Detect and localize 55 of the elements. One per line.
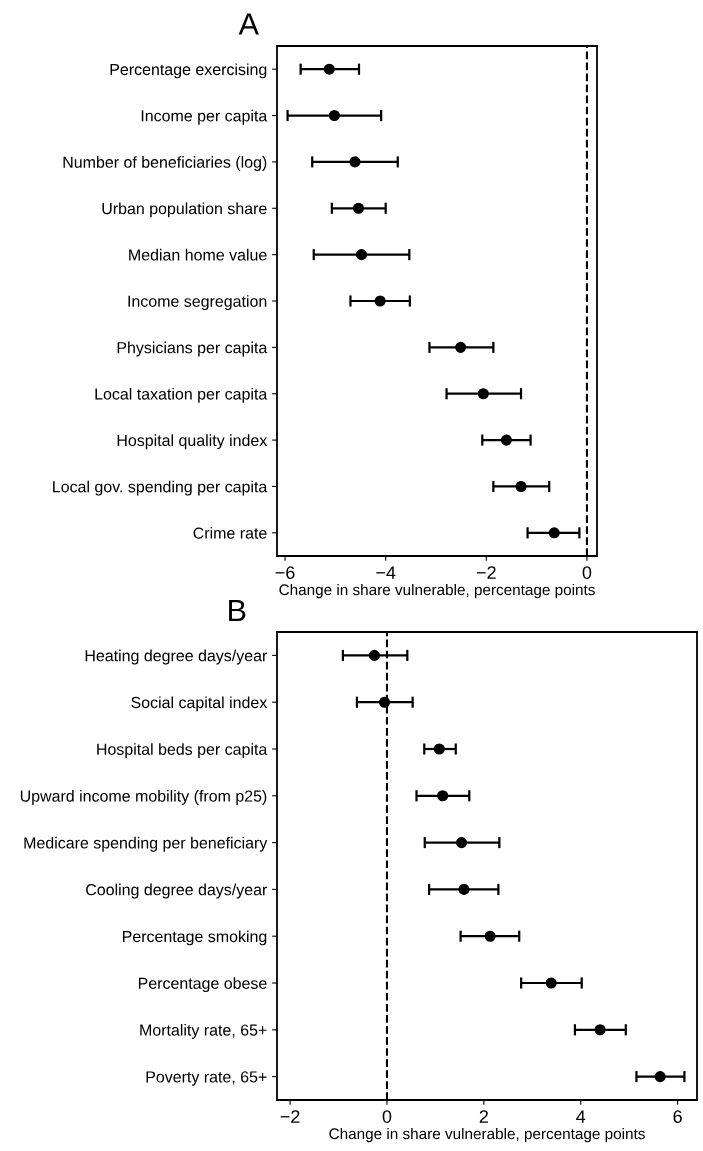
point (323, 63, 335, 75)
point (477, 388, 489, 400)
point (355, 249, 368, 261)
point (654, 1071, 666, 1083)
point (500, 434, 512, 446)
point (594, 1024, 606, 1036)
y-tick-label: Hospital quality index (117, 434, 268, 450)
y-tick-label: Cooling degree days/year (86, 883, 268, 899)
point (456, 837, 468, 849)
x-tick-label: −2 (280, 1110, 300, 1123)
y-tick-label: Local gov. spending per capita (53, 480, 268, 496)
x-tick-label: 0 (582, 566, 592, 579)
y-tick-label: Physicians per capita (117, 341, 268, 357)
y-tick-label: Urban population share (102, 202, 267, 218)
point (433, 743, 445, 755)
x-tick-label: 6 (673, 1110, 682, 1123)
y-tick-label: Median home value (129, 248, 267, 261)
point (378, 696, 391, 708)
point (349, 156, 361, 168)
y-tick-label: Medicare spending per beneficiary (24, 836, 268, 852)
point (437, 790, 449, 802)
y-tick-label: Mortality rate, 65+ (140, 1024, 267, 1039)
point (368, 649, 380, 661)
x-tick-label: 0 (382, 1110, 392, 1123)
x-axis-title: Change in share vulnerable, percentage points (329, 1127, 645, 1143)
x-tick-label: 4 (576, 1110, 586, 1123)
y-tick-label: Poverty rate, 65+ (146, 1071, 267, 1086)
point (548, 527, 560, 539)
x-axis-title: Change in share vulnerable, percentage points (279, 583, 595, 599)
point (328, 109, 340, 122)
point (484, 930, 496, 942)
y-tick-label: Income per capita (141, 109, 268, 125)
y-tick-label: Percentage obese (138, 977, 267, 993)
point (374, 295, 386, 307)
y-tick-label: Percentage smoking (122, 930, 267, 946)
y-tick-label: Crime rate (193, 527, 267, 539)
x-tick-label: −2 (476, 566, 496, 579)
chart-title: B (229, 599, 246, 621)
y-tick-label: Social capital index (131, 696, 268, 712)
x-tick-label: −4 (376, 566, 396, 579)
point (545, 977, 557, 989)
x-tick-label: −6 (275, 566, 295, 579)
y-tick-label: Upward income mobility (from p25) (20, 790, 267, 805)
point (458, 883, 470, 895)
y-tick-label: Heating degree days/year (85, 649, 268, 665)
y-tick-label: Income segregation (128, 295, 267, 311)
point (352, 202, 365, 214)
y-tick-label: Hospital beds per capita (97, 743, 268, 759)
point (515, 480, 527, 493)
y-tick-label: Number of beneficiaries (log) (63, 156, 267, 172)
chart-title: A (238, 13, 259, 35)
y-tick-label: Local taxation per capita (95, 387, 268, 403)
y-tick-label: Percentage exercising (110, 63, 267, 79)
x-tick-label: 2 (479, 1110, 488, 1123)
point (455, 341, 467, 353)
